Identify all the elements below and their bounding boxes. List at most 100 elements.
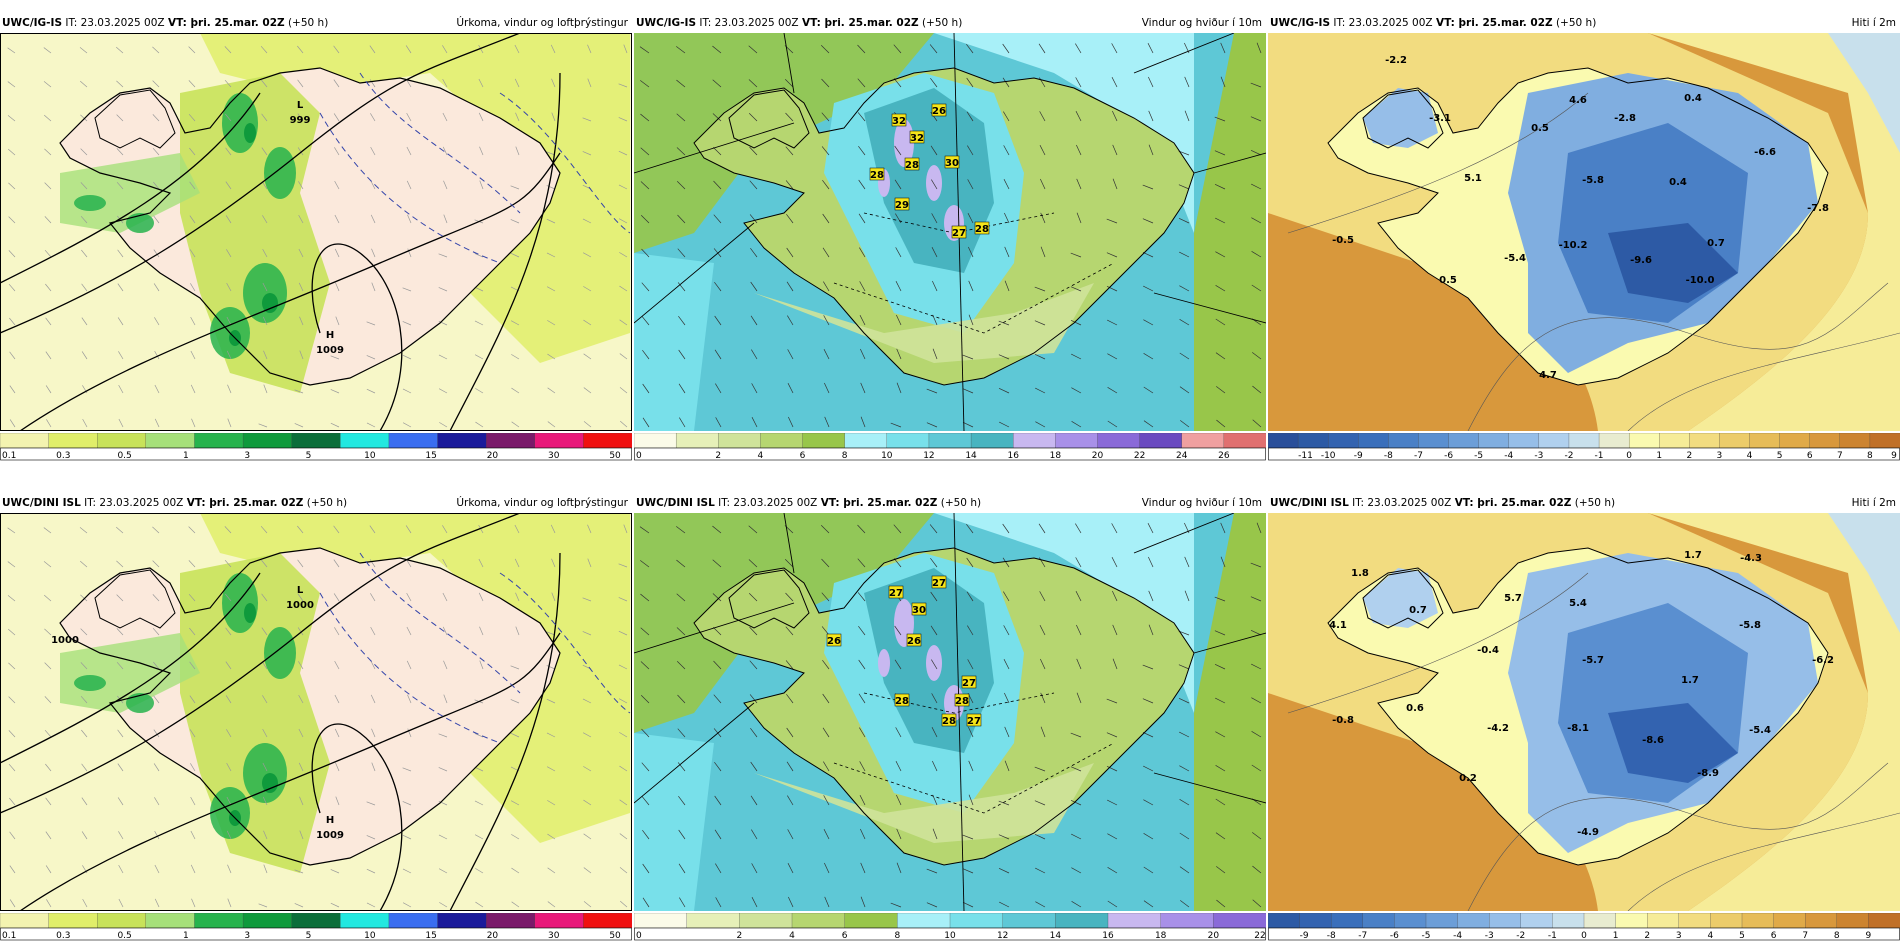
color-swatch — [1710, 913, 1743, 929]
color-swatch — [634, 913, 688, 929]
scale-tick-label: 6 — [1807, 451, 1813, 461]
map-value-label: 0.7 — [1409, 605, 1427, 616]
panel-header: UWC/IG-IS IT: 23.03.2025 00Z VT: þri. 25… — [0, 15, 632, 31]
map-value-label: 0.2 — [1459, 773, 1477, 784]
scale-tick-label: 9 — [1891, 451, 1897, 461]
panel-title: Úrkoma, vindur og loftþrýstingur — [456, 497, 628, 509]
map-value-label: 27 — [962, 678, 976, 689]
scale-tick-label: 2 — [715, 451, 721, 461]
color-swatch — [1107, 913, 1162, 929]
map-value-label: 27 — [932, 578, 946, 589]
panel-run-info: UWC/IG-IS IT: 23.03.2025 00Z VT: þri. 25… — [2, 15, 328, 31]
map-value-label: -5.8 — [1739, 620, 1761, 631]
init-time: IT: 23.03.2025 00Z — [80, 497, 187, 509]
map-value-label: -7.8 — [1807, 203, 1829, 214]
scale-tick-label: 10 — [364, 451, 376, 461]
color-swatch — [1160, 913, 1214, 929]
scale-tick-label: 24 — [1176, 451, 1188, 461]
color-swatch — [145, 433, 196, 449]
color-swatch — [675, 433, 719, 449]
scale-tick-label: 8 — [894, 931, 900, 941]
scale-tick-label: -5 — [1474, 451, 1483, 461]
lead-time: (+50 h) — [918, 17, 963, 29]
color-scale-bar: 0.1 0.3 0.5 1 3 5 10 15 20 30 50 — [0, 433, 632, 461]
map-value-label: -5.7 — [1582, 655, 1604, 666]
scale-tick-label: 5 — [306, 931, 312, 941]
color-scale-bar: 0.1 0.3 0.5 1 3 5 10 15 20 30 50 — [0, 913, 632, 941]
panel-title: Vindur og hviður í 10m — [1141, 17, 1262, 29]
model-name: UWC/IG-IS — [636, 17, 697, 29]
color-swatch — [97, 913, 147, 929]
lead-time: (+50 h) — [284, 17, 329, 29]
color-swatch — [583, 433, 632, 449]
lead-time: (+50 h) — [1552, 17, 1597, 29]
color-swatch — [1647, 913, 1680, 929]
color-swatch — [0, 433, 50, 449]
color-swatch — [1678, 913, 1712, 929]
map-value-label: 0.5 — [1531, 123, 1549, 134]
color-swatch — [739, 913, 793, 929]
map-value-label: -3.1 — [1429, 113, 1451, 124]
color-swatch — [388, 433, 439, 449]
scale-tick-label: -7 — [1414, 451, 1423, 461]
color-swatch — [970, 433, 1014, 449]
color-swatch — [1489, 913, 1522, 929]
color-scale-bar: -9 -8 -7 -6 -5 -4 -3 -2 -1 0 1 2 3 4 5 6 7 8 9 — [1268, 913, 1900, 941]
map-value-label: 32 — [910, 133, 924, 144]
color-swatch — [583, 913, 632, 929]
scale-tick-label: 10 — [364, 931, 376, 941]
map-value-label: 4.1 — [1329, 620, 1347, 631]
color-swatch — [1223, 433, 1266, 449]
map-value-label: 28 — [942, 716, 956, 727]
scale-tick-label: 0.3 — [56, 931, 70, 941]
color-swatch — [1055, 913, 1109, 929]
scale-tick-label: -1 — [1548, 931, 1557, 941]
map-value-label: H — [326, 815, 334, 826]
map-value-label: -2.8 — [1614, 113, 1636, 124]
color-swatch — [340, 433, 390, 449]
model-name: UWC/DINI ISL — [2, 497, 81, 509]
valid-time: VT: þri. 25.mar. 02Z — [1454, 497, 1572, 509]
map-value-label: L — [297, 585, 304, 596]
scale-tick-label: 4 — [1708, 931, 1714, 941]
map-value-label: 28 — [905, 160, 919, 171]
scale-tick-label: 30 — [548, 931, 560, 941]
color-swatch — [291, 913, 341, 929]
map-value-label: 1.7 — [1684, 550, 1702, 561]
color-swatch — [1839, 433, 1871, 449]
scale-tick-label: 14 — [1050, 931, 1062, 941]
scale-tick-label: 6 — [800, 451, 806, 461]
map-value-label: 28 — [895, 696, 909, 707]
map-value-label: -4.3 — [1740, 553, 1762, 564]
scale-tick-label: 8 — [1834, 931, 1840, 941]
map-value-label: -0.8 — [1332, 715, 1354, 726]
color-swatch — [1139, 433, 1183, 449]
map-area: L 1000 1000 H 1009 — [0, 513, 632, 911]
panel-header: UWC/DINI ISL IT: 23.03.2025 00Z VT: þri.… — [634, 495, 1266, 511]
color-swatch — [388, 913, 439, 929]
valid-time: VT: þri. 25.mar. 02Z — [820, 497, 938, 509]
scale-tick-label: -2 — [1516, 931, 1525, 941]
scale-tick-label: -1 — [1595, 451, 1604, 461]
color-swatch — [1552, 913, 1585, 929]
valid-time: VT: þri. 25.mar. 02Z — [1435, 17, 1553, 29]
scale-tick-label: 30 — [548, 451, 560, 461]
scale-tick-label: 6 — [1771, 931, 1777, 941]
map-value-label: -6.6 — [1754, 147, 1776, 158]
map-value-label: -10.2 — [1559, 240, 1588, 251]
color-swatch — [1508, 433, 1540, 449]
color-swatch — [1741, 913, 1775, 929]
scale-tick-label: 7 — [1802, 931, 1808, 941]
scale-tick-label: 0 — [1581, 931, 1587, 941]
map-value-label: -6.2 — [1812, 655, 1834, 666]
color-swatch — [928, 433, 972, 449]
map-value-label: 0.4 — [1669, 177, 1687, 188]
init-time: IT: 23.03.2025 00Z — [1348, 497, 1455, 509]
map-value-label: -0.5 — [1332, 235, 1354, 246]
model-name: UWC/IG-IS — [2, 17, 63, 29]
scale-tick-label: 22 — [1134, 451, 1145, 461]
color-scale-bar: 0 2 4 6 8 10 12 14 16 18 20 22 — [634, 913, 1266, 941]
color-swatch — [48, 433, 98, 449]
color-swatch — [1418, 433, 1450, 449]
scale-tick-label: 1 — [183, 931, 189, 941]
